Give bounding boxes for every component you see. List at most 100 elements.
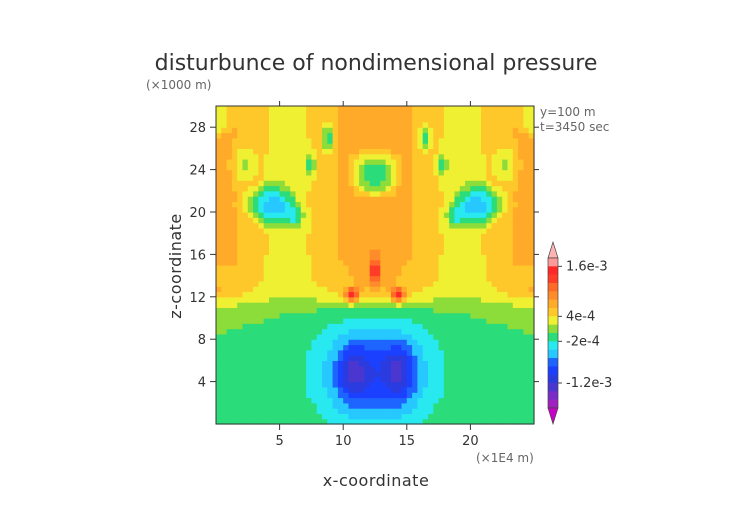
heat-cell [221,365,228,372]
heat-cell [465,190,471,197]
heat-cell [311,371,318,377]
heat-cell [481,137,487,144]
heat-cell [216,333,222,340]
heat-cell [443,291,450,298]
heat-cell [465,408,471,414]
heat-cell [322,132,328,139]
heat-cell [343,254,350,261]
heat-cell [528,381,535,388]
heat-cell [253,365,259,372]
heat-cell [353,201,360,208]
heat-cell [502,190,509,197]
heat-cell [290,291,297,298]
heat-cell [300,127,307,134]
heat-cell [327,121,334,128]
heat-cell [496,386,503,393]
heat-cell [327,328,334,335]
heat-cell [459,413,466,420]
heat-cell [491,185,498,192]
heat-cell [470,259,477,266]
heat-cell [396,132,403,139]
heat-cell [422,174,429,181]
heat-cell [359,376,365,383]
heat-cell [274,148,281,155]
heat-cell [359,328,365,335]
heat-cell [475,190,482,197]
heat-cell [300,212,307,218]
heat-cell [496,371,503,377]
heat-cell [518,312,524,319]
heat-cell [518,143,524,149]
heat-cell [523,371,530,377]
heat-cell [332,174,339,181]
heat-cell [306,392,312,399]
heat-cell [481,296,487,303]
heat-cell [274,227,281,234]
heat-cell [486,291,493,298]
y-tick-label: 4 [198,376,206,391]
heat-cell [247,302,254,308]
heat-cell [247,265,254,271]
heat-cell [316,307,323,314]
heat-cell [337,222,344,229]
heat-cell [512,127,519,134]
heat-cell [226,137,233,144]
heat-cell [337,243,344,250]
heat-cell [417,312,424,319]
heat-cell [247,137,254,144]
heat-cell [470,185,477,192]
heat-cell [465,227,471,234]
heat-cell [242,355,249,361]
heat-cell [359,381,365,388]
heat-cell [433,270,440,277]
heat-cell [316,153,323,160]
heat-cell [226,201,233,208]
heat-cell [417,233,424,240]
heat-cell [269,286,275,293]
heat-cell [518,127,524,134]
heat-cell [406,121,413,128]
heat-cell [502,386,509,393]
heat-cell [417,392,424,399]
heat-cell [332,349,339,356]
heat-cell [242,413,249,420]
heat-cell [337,376,344,383]
heat-cell [496,196,503,202]
heat-cell [343,153,350,160]
heat-cell [417,328,424,335]
heat-cell [327,323,334,330]
heat-cell [369,270,376,277]
heat-cell [364,201,371,208]
heat-cell [401,249,408,255]
heat-cell [226,185,233,192]
heat-cell [337,328,344,335]
heat-cell [306,243,312,250]
heat-cell [528,280,535,287]
heat-cell [316,339,323,346]
heat-cell [226,180,233,187]
heat-cell [359,159,365,165]
heat-cell [449,355,456,361]
heat-cell [475,392,482,399]
heat-cell [359,196,365,202]
heat-cell [380,318,387,324]
heat-cell [369,111,376,118]
heat-cell [221,349,228,356]
heat-cell [385,196,392,202]
heat-cell [417,243,424,250]
heat-cell [290,201,297,208]
heat-cell [332,116,339,123]
heat-cell [380,413,387,420]
heat-cell [343,174,350,181]
heat-cell [481,386,487,393]
heat-cell [481,238,487,245]
heat-cell [226,132,233,139]
heat-cell [226,365,233,372]
heat-cell [375,137,381,144]
heat-cell [237,148,244,155]
heat-cell [327,238,334,245]
heat-cell [316,349,323,356]
heat-cell [417,227,424,234]
heat-cell [247,296,254,303]
heat-cell [258,397,265,404]
